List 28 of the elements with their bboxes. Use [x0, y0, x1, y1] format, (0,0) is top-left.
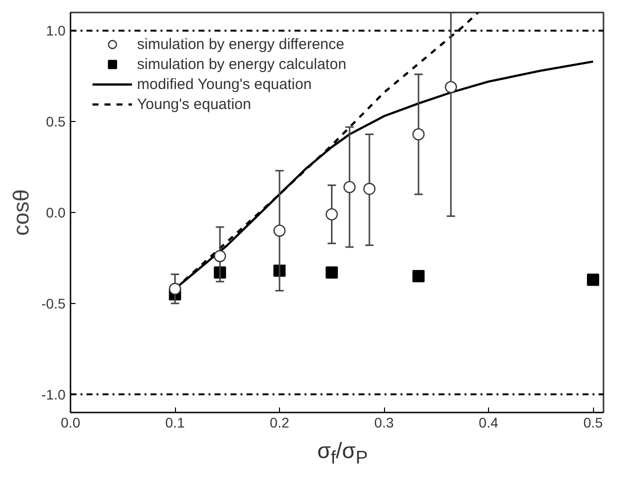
legend-label: simulation by energy calculaton: [137, 56, 346, 72]
point: [444, 80, 458, 94]
x-tick-label: 0.1: [165, 414, 185, 430]
point: [412, 270, 425, 282]
x-tick-label: 0.0: [60, 414, 80, 430]
legend-label: simulation by energy difference: [137, 36, 344, 52]
point: [168, 282, 182, 295]
y-axis-title: cosθ: [8, 189, 34, 236]
point: [214, 250, 226, 262]
x-axis-title: σ$_{f}$/σ$_{P}$: [316, 437, 369, 470]
legend-label: modified Young's equation: [137, 76, 312, 92]
x-tick-label: 0.3: [374, 414, 394, 430]
x-tick-label: 0.5: [583, 414, 603, 430]
y-tick-label: 0.5: [46, 114, 66, 130]
point: [273, 224, 286, 237]
x-tick-label: 0.2: [270, 414, 290, 430]
legend-label: Young's equation: [137, 96, 252, 112]
point: [326, 208, 338, 220]
y-tick-label: -0.5: [41, 295, 66, 312]
point: [412, 128, 425, 140]
y-tick-label: 0.0: [46, 204, 66, 220]
point: [326, 266, 338, 279]
point: [586, 274, 600, 286]
y-tick-label: 1.0: [46, 22, 66, 39]
x-tick-label: 0.4: [478, 414, 498, 430]
y-tick-label: -1.0: [41, 386, 66, 402]
point: [343, 180, 356, 194]
point: [363, 182, 376, 195]
